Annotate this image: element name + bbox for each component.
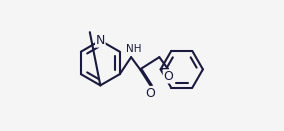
Text: O: O [145, 87, 155, 100]
Text: O: O [163, 70, 173, 83]
Text: N: N [96, 34, 105, 47]
Text: NH: NH [126, 44, 141, 54]
